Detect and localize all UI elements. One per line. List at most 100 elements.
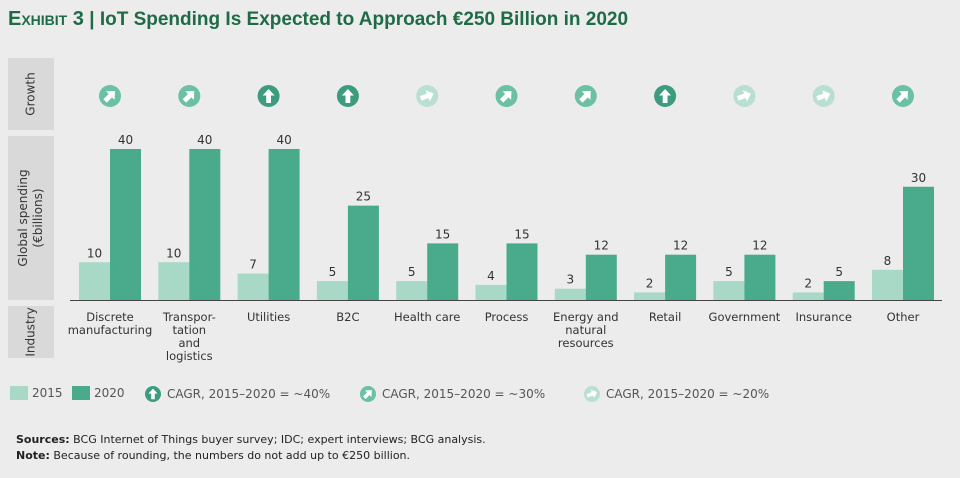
value-label-2015: 2	[804, 276, 812, 290]
bar-2015	[634, 292, 666, 300]
legend-label-cagr30: CAGR, 2015–2020 = ~30%	[382, 387, 546, 401]
arrow-right-icon	[584, 386, 600, 402]
note-label: Note:	[16, 449, 50, 462]
category-label-line: Utilities	[247, 310, 290, 324]
value-label-2015: 3	[566, 273, 574, 287]
legend-label-cagr40: CAGR, 2015–2020 = ~40%	[167, 387, 331, 401]
industry-row-header: Industry	[8, 306, 54, 358]
category-label-line: natural	[565, 323, 606, 337]
bar-2020	[347, 205, 379, 300]
sources-label: Sources:	[16, 433, 70, 446]
arrow-up-icon	[145, 386, 161, 402]
bar-2015	[872, 269, 903, 300]
value-label-2020: 40	[118, 133, 133, 147]
growth-arrow-icon	[816, 90, 831, 102]
growth-arrow-icon	[182, 91, 195, 103]
value-label-2015: 4	[487, 269, 495, 283]
value-label-2020: 25	[356, 190, 371, 204]
legend-item-2015: 2015	[10, 386, 63, 400]
bar-2015	[475, 284, 507, 300]
bar-2020	[189, 149, 221, 300]
value-label-2015: 2	[646, 276, 654, 290]
value-label-2020: 12	[752, 239, 767, 253]
growth-arrow-icon	[896, 91, 908, 103]
growth-arrow-icon	[419, 90, 434, 102]
category-label-line: Energy and	[553, 310, 619, 324]
value-label-2015: 10	[87, 246, 102, 260]
value-label-2020: 12	[594, 239, 609, 253]
bar-2020	[823, 281, 855, 300]
legend-item-cagr40: CAGR, 2015–2020 = ~40%	[145, 386, 330, 402]
category-label: Health care	[394, 310, 460, 324]
spending-row-header: Global spending (€billions)	[8, 136, 54, 300]
category-label-line: Transpor-	[162, 310, 216, 324]
bar-2020	[268, 149, 300, 300]
category-label: Discrete manufacturing	[68, 310, 153, 337]
category-label: Government	[709, 310, 781, 324]
bar-2015	[792, 292, 824, 300]
chart-title: Exhibit 3 | IoT Spending Is Expected to …	[8, 8, 628, 31]
bar-2020	[506, 243, 538, 300]
growth-arrow-icon	[659, 89, 672, 103]
category-label-line: Health care	[394, 310, 460, 324]
category-label-line: Insurance	[795, 310, 851, 324]
value-label-2020: 30	[911, 171, 926, 185]
value-label-2020: 5	[835, 265, 843, 279]
growth-arrow-icon	[737, 90, 751, 102]
growth-arrow-icon	[262, 89, 275, 103]
category-label: Insurance	[795, 310, 851, 324]
legend-swatch-2015	[10, 386, 28, 400]
bar-2015	[554, 288, 586, 300]
bar-2015	[79, 262, 110, 300]
value-label-2015: 7	[249, 258, 257, 272]
bar-2015	[158, 262, 190, 300]
category-label-line: tation	[173, 323, 207, 337]
note-text: Because of rounding, the numbers do not …	[53, 449, 411, 462]
bar-2020	[427, 243, 459, 300]
legend-swatch-2020	[72, 386, 90, 400]
growth-arrow-icon	[103, 91, 115, 103]
category-label-line: resources	[558, 336, 614, 350]
bar-chart: 10 40 Discrete manufacturing 10 40 Transpor-ta…	[68, 85, 942, 363]
legend-label-2015: 2015	[32, 386, 63, 400]
value-label-2020: 12	[673, 239, 688, 253]
category-label-line: Government	[709, 310, 781, 324]
category-label: B2C	[336, 310, 359, 324]
bar-2015	[237, 273, 269, 300]
value-label-2020: 15	[435, 227, 450, 241]
legend-item-cagr30: CAGR, 2015–2020 = ~30%	[360, 386, 545, 402]
value-label-2015: 5	[725, 265, 733, 279]
value-label-2015: 8	[884, 254, 892, 268]
category-label: Process	[485, 310, 529, 324]
value-label-2020: 40	[197, 133, 212, 147]
category-label-line: Process	[485, 310, 529, 324]
bar-2020	[903, 186, 934, 300]
legend-label-cagr20: CAGR, 2015–2020 = ~20%	[606, 387, 770, 401]
category-label-line: logistics	[166, 349, 213, 363]
value-label-2015: 5	[408, 265, 416, 279]
growth-arrow-icon	[499, 91, 512, 103]
legend-item-2020: 2020	[72, 386, 125, 400]
category-label-line: and	[178, 336, 200, 350]
value-label-2015: 10	[166, 246, 181, 260]
bar-2015	[396, 281, 428, 300]
bar-2020	[744, 254, 776, 300]
arrow-upright-icon	[360, 386, 376, 402]
sources-line: Sources: BCG Internet of Things buyer su…	[16, 432, 486, 448]
category-label-line: Retail	[649, 310, 682, 324]
exhibit-label: Exhibit 3	[8, 8, 84, 30]
bar-2015	[713, 281, 745, 300]
legend-label-2020: 2020	[94, 386, 125, 400]
category-label-line: B2C	[336, 310, 359, 324]
category-label: Transpor-tation and logistics	[162, 310, 216, 363]
growth-row-header: Growth	[8, 58, 54, 130]
growth-arrow-icon	[579, 91, 591, 103]
note-line: Note: Because of rounding, the numbers d…	[16, 448, 486, 464]
title-separator: |	[89, 9, 95, 30]
category-label: Retail	[649, 310, 682, 324]
legend-item-cagr20: CAGR, 2015–2020 = ~20%	[584, 386, 769, 402]
bar-2015	[316, 281, 348, 300]
category-label-line: manufacturing	[68, 323, 153, 337]
category-label: Other	[887, 310, 920, 324]
category-label: Energy and natural resources	[553, 310, 619, 350]
